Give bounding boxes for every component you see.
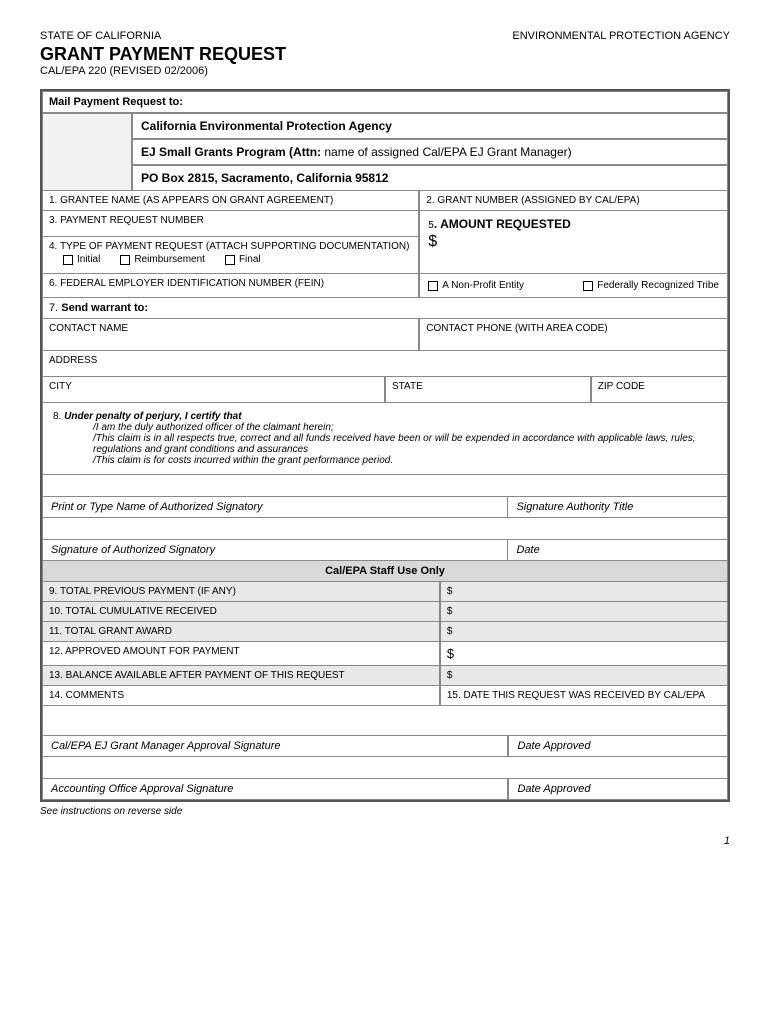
mail-line-2a: EJ Small Grants Program (Attn: bbox=[141, 145, 324, 159]
mail-line-3: PO Box 2815, Sacramento, California 9581… bbox=[132, 165, 728, 191]
field-7-send-warrant: 7. 7. Send warrant to:Send warrant to: bbox=[42, 298, 728, 319]
form-code: CAL/EPA 220 (REVISED 02/2006) bbox=[40, 65, 730, 77]
field-3-payment-request-number[interactable]: 3. PAYMENT REQUEST NUMBER bbox=[42, 211, 419, 237]
manager-signature[interactable]: Cal/EPA EJ Grant Manager Approval Signat… bbox=[42, 736, 508, 757]
footer-instructions: See instructions on reverse side bbox=[40, 806, 730, 817]
field-6-fein[interactable]: 6. FEDERAL EMPLOYER IDENTIFICATION NUMBE… bbox=[42, 274, 419, 298]
field-14-comments[interactable]: 14. COMMENTS bbox=[42, 686, 440, 706]
signature-date[interactable]: Date bbox=[508, 540, 728, 561]
dollar-symbol: $ bbox=[428, 233, 719, 251]
field-11: 11. TOTAL GRANT AWARD bbox=[42, 622, 440, 642]
field-13-value[interactable]: $ bbox=[440, 666, 728, 686]
state-field[interactable]: STATE bbox=[385, 377, 591, 403]
zip-field[interactable]: ZIP CODE bbox=[591, 377, 728, 403]
cert-line-3: /This claim is for costs incurred within… bbox=[53, 455, 717, 466]
field-4-label: 4. TYPE OF PAYMENT REQUEST (ATTACH SUPPO… bbox=[49, 241, 409, 252]
sig-authority-title[interactable]: Signature Authority Title bbox=[508, 497, 728, 518]
cert-line-2: /This claim is in all respects true, cor… bbox=[53, 433, 717, 455]
field-9-value[interactable]: $ bbox=[440, 582, 728, 602]
blank-row-3 bbox=[42, 706, 728, 736]
cert-line-1: /I am the duly authorized officer of the… bbox=[53, 422, 717, 433]
field-5-label: . AMOUNT REQUESTED bbox=[434, 217, 571, 231]
city-field[interactable]: CITY bbox=[42, 377, 385, 403]
blank-row-4 bbox=[42, 757, 728, 779]
mail-line-1: California Environmental Protection Agen… bbox=[132, 113, 728, 139]
field-10-value[interactable]: $ bbox=[440, 602, 728, 622]
mail-line-2: EJ Small Grants Program (Attn: name of a… bbox=[132, 139, 728, 165]
checkbox-reimbursement[interactable]: Reimbursement bbox=[120, 254, 205, 265]
mail-heading: Mail Payment Request to: bbox=[42, 91, 728, 113]
field-1-grantee-name[interactable]: 1. GRANTEE NAME (AS APPEARS ON GRANT AGR… bbox=[42, 191, 419, 211]
field-11-value[interactable]: $ bbox=[440, 622, 728, 642]
page-number: 1 bbox=[40, 835, 730, 847]
checkbox-nonprofit[interactable]: A Non-Profit Entity bbox=[428, 280, 524, 291]
agency-label: ENVIRONMENTAL PROTECTION AGENCY bbox=[512, 30, 730, 42]
accounting-signature[interactable]: Accounting Office Approval Signature bbox=[42, 779, 508, 800]
signature-label[interactable]: Signature of Authorized Signatory bbox=[42, 540, 508, 561]
manager-date-approved[interactable]: Date Approved bbox=[508, 736, 728, 757]
field-4-type-of-payment: 4. TYPE OF PAYMENT REQUEST (ATTACH SUPPO… bbox=[42, 237, 419, 274]
contact-name-field[interactable]: CONTACT NAME bbox=[42, 319, 419, 351]
field-10: 10. TOTAL CUMULATIVE RECEIVED bbox=[42, 602, 440, 622]
state-label: STATE OF CALIFORNIA bbox=[40, 30, 161, 42]
contact-phone-field[interactable]: CONTACT PHONE (WITH AREA CODE) bbox=[419, 319, 728, 351]
form-container: Mail Payment Request to: California Envi… bbox=[40, 89, 730, 802]
checkbox-initial[interactable]: Initial bbox=[63, 254, 100, 265]
accounting-date-approved[interactable]: Date Approved bbox=[508, 779, 728, 800]
blank-row-2 bbox=[42, 518, 728, 540]
field-13: 13. BALANCE AVAILABLE AFTER PAYMENT OF T… bbox=[42, 666, 440, 686]
mail-line-2b: name of assigned Cal/EPA EJ Grant Manage… bbox=[324, 145, 571, 159]
address-field[interactable]: ADDRESS bbox=[42, 351, 728, 377]
staff-use-header: Cal/EPA Staff Use Only bbox=[42, 561, 728, 582]
field-12-value[interactable]: $ bbox=[440, 642, 728, 666]
checkbox-final[interactable]: Final bbox=[225, 254, 261, 265]
mail-logo-placeholder bbox=[42, 113, 132, 191]
field-9: 9. TOTAL PREVIOUS PAYMENT (IF ANY) bbox=[42, 582, 440, 602]
print-name-label[interactable]: Print or Type Name of Authorized Signato… bbox=[42, 497, 508, 518]
field-12: 12. APPROVED AMOUNT FOR PAYMENT bbox=[42, 642, 440, 666]
field-2-grant-number[interactable]: 2. GRANT NUMBER (ASSIGNED BY CAL/EPA) bbox=[419, 191, 728, 211]
form-title: GRANT PAYMENT REQUEST bbox=[40, 44, 730, 65]
checkbox-tribe[interactable]: Federally Recognized Tribe bbox=[583, 280, 719, 291]
certification-block: 8. Under penalty of perjury, I certify t… bbox=[42, 403, 728, 475]
field-15-date-received[interactable]: 15. DATE THIS REQUEST WAS RECEIVED BY CA… bbox=[440, 686, 728, 706]
blank-row-1 bbox=[42, 475, 728, 497]
field-5-amount-requested[interactable]: 5. AMOUNT REQUESTED $ A Non-Profit Entit… bbox=[419, 211, 728, 298]
